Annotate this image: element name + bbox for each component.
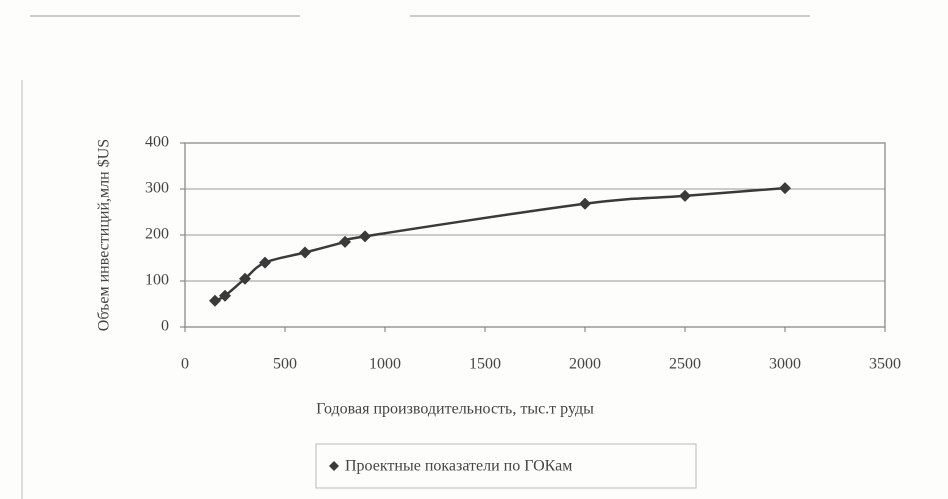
point bbox=[209, 294, 221, 307]
x-tick-label: 1000 bbox=[369, 356, 401, 373]
point bbox=[299, 246, 311, 259]
legend-label: Проектные показатели по ГОКам bbox=[345, 458, 572, 475]
y-tick-label: 200 bbox=[145, 226, 169, 243]
point bbox=[359, 230, 371, 243]
point bbox=[219, 289, 231, 302]
y-axis-label: Объем инвестиций,млн $US bbox=[96, 139, 113, 331]
legend-marker bbox=[329, 461, 339, 471]
point bbox=[259, 256, 271, 269]
x-tick-label: 3000 bbox=[769, 356, 801, 373]
trend-line bbox=[214, 186, 786, 302]
legend-box bbox=[315, 443, 697, 489]
x-tick-label: 2500 bbox=[669, 356, 701, 373]
x-tick-label: 3500 bbox=[869, 356, 901, 373]
y-tick-label: 300 bbox=[145, 180, 169, 197]
x-tick-label: 1500 bbox=[469, 356, 501, 373]
x-tick-label: 500 bbox=[273, 356, 297, 373]
x-tick-label: 0 bbox=[181, 356, 189, 373]
x-tick-label: 2000 bbox=[569, 356, 601, 373]
point bbox=[679, 189, 691, 202]
point bbox=[239, 272, 251, 285]
point bbox=[339, 235, 351, 248]
point bbox=[579, 197, 591, 210]
x-axis-label: Годовая производительность, тыс.т руды bbox=[316, 401, 594, 418]
y-tick-label: 400 bbox=[145, 134, 169, 151]
point bbox=[779, 182, 791, 195]
y-tick-label: 100 bbox=[145, 272, 169, 289]
y-tick-label: 0 bbox=[161, 318, 169, 335]
